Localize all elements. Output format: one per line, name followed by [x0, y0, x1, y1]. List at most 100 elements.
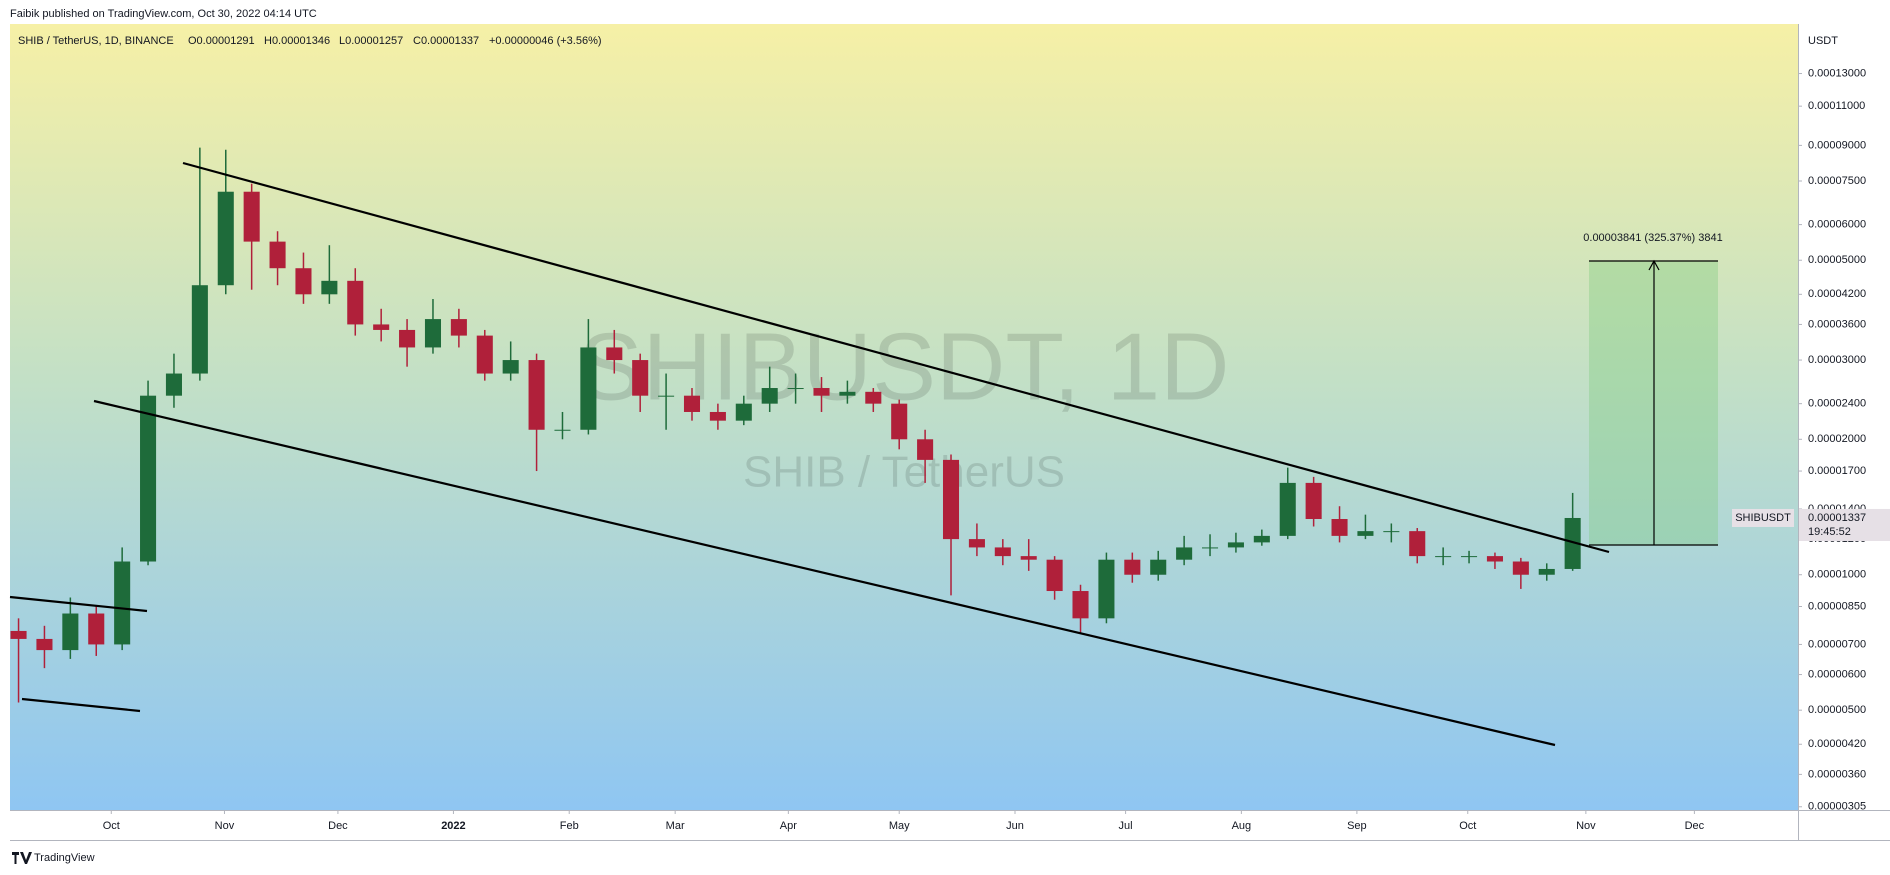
x-tick-label: Nov — [1576, 820, 1596, 832]
y-tick-label: 0.00001000 — [1808, 569, 1866, 581]
candle-body — [321, 280, 338, 295]
y-tick-label: 0.00002000 — [1808, 433, 1866, 445]
candle-body — [787, 388, 804, 390]
candle-body — [1227, 542, 1244, 548]
legend-low: L0.00001257 — [339, 35, 403, 47]
x-tick-label: Mar — [666, 820, 685, 832]
channel-lower-line — [93, 399, 1556, 747]
candle-body — [373, 324, 390, 330]
candle-body — [62, 613, 79, 651]
measure-arrowhead — [1648, 259, 1660, 271]
candle-body — [606, 347, 623, 361]
candle-body — [450, 319, 467, 336]
channel-upper-line — [182, 161, 1610, 554]
candle-body — [10, 630, 27, 639]
legend: SHIB / TetherUS, 1D, BINANCE O0.00001291… — [18, 35, 602, 47]
candle-body — [1512, 561, 1529, 575]
candle-body — [165, 373, 182, 396]
y-tick-label: 0.00000600 — [1808, 668, 1866, 680]
candle-body — [1253, 535, 1270, 543]
x-tick-label: Apr — [780, 820, 797, 832]
price-tag-symbol: SHIBUSDT — [1735, 512, 1791, 524]
price-tag-symbol-box — [1732, 508, 1794, 527]
price-tag-price: 0.00001337 — [1808, 512, 1866, 524]
x-tick-label: May — [889, 820, 910, 832]
candle-body — [683, 395, 701, 412]
price-tag-countdown: 19:45:52 — [1808, 526, 1851, 538]
candle-body — [1020, 556, 1037, 560]
tradingview-logo — [12, 852, 32, 864]
y-tick-label: 0.00000500 — [1808, 704, 1866, 716]
legend-close: C0.00001337 — [413, 35, 479, 47]
candle-body — [1357, 531, 1374, 536]
x-tick-label: Dec — [1685, 820, 1705, 832]
drawings — [9, 161, 1610, 747]
y-tick-label: 0.00013000 — [1808, 67, 1866, 79]
range-lower-line — [21, 697, 141, 713]
candle-body — [243, 191, 260, 242]
candle-body — [528, 360, 545, 430]
candle-body — [502, 360, 519, 374]
y-tick-label: 0.00000305 — [1808, 801, 1866, 813]
candle-body — [813, 388, 830, 396]
legend-open: O0.00001291 — [188, 35, 255, 47]
candle-body — [36, 638, 53, 651]
x-tick-label: Oct — [103, 820, 120, 832]
y-tick-label: 0.00000700 — [1808, 638, 1866, 650]
candle-body — [295, 268, 312, 295]
y-tick-label: 0.00003600 — [1808, 318, 1866, 330]
candle-body — [88, 613, 105, 645]
candle-body — [1124, 559, 1141, 575]
y-axis-unit: USDT — [1808, 35, 1838, 47]
candle-body — [1098, 559, 1115, 619]
candle-body — [865, 391, 882, 404]
candle-body — [968, 539, 985, 548]
candle-body — [140, 395, 157, 562]
y-tick-label: 0.00009000 — [1808, 139, 1866, 151]
y-tick-label: 0.00005000 — [1808, 254, 1866, 266]
candle-body — [917, 439, 934, 460]
candle-body — [399, 329, 416, 348]
watermark-description: SHIB / TetherUS — [743, 448, 1065, 497]
candle-body — [347, 280, 364, 325]
candle-body — [1046, 559, 1063, 592]
candle-body — [709, 411, 726, 421]
y-tick-label: 0.00004200 — [1808, 288, 1866, 300]
y-tick-label: 0.00002400 — [1808, 398, 1866, 410]
price-range-measure: 0.00003841 (325.37%) 3841 — [1583, 232, 1723, 546]
y-tick-label: 0.00011000 — [1808, 100, 1865, 112]
candle-body — [761, 388, 778, 404]
candle-body — [191, 285, 208, 374]
candle-body — [1435, 556, 1452, 558]
y-tick-label: 0.00000420 — [1808, 738, 1866, 750]
candle-body — [942, 459, 960, 540]
y-tick-label: 0.00007500 — [1808, 175, 1866, 187]
candle-body — [1486, 556, 1503, 562]
price-tag: SHIBUSDT 0.00001337 19:45:52 — [1732, 508, 1890, 541]
candle-body — [217, 191, 234, 286]
x-tick-label: Jul — [1119, 820, 1133, 832]
candle-body — [839, 391, 856, 396]
footer-brand: TradingView — [34, 852, 95, 864]
candle-body — [1331, 519, 1348, 536]
candle-body — [1305, 482, 1322, 520]
x-tick-label: Nov — [215, 820, 235, 832]
candle-body — [632, 360, 649, 396]
y-tick-label: 0.00006000 — [1808, 219, 1866, 231]
range-upper-line — [9, 595, 148, 613]
candle-body — [1409, 531, 1426, 557]
candle-body — [1461, 556, 1478, 558]
x-tick-label: Sep — [1347, 820, 1367, 832]
candle-body — [994, 547, 1011, 557]
candle-body — [735, 403, 752, 421]
candle-body — [1279, 482, 1296, 536]
legend-change: +0.00000046 (+3.56%) — [489, 35, 602, 47]
candle-body — [424, 319, 442, 348]
legend-symbol: SHIB / TetherUS, 1D, BINANCE — [18, 35, 174, 47]
candle-body — [114, 561, 131, 645]
candles — [10, 147, 1581, 703]
x-tick-label: Jun — [1006, 820, 1024, 832]
footer: TradingView — [12, 852, 95, 864]
y-tick-label: 0.00000360 — [1808, 768, 1866, 780]
